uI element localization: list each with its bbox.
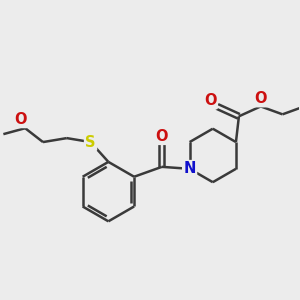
Text: O: O	[254, 91, 267, 106]
Text: S: S	[85, 135, 96, 150]
Text: O: O	[204, 93, 216, 108]
Text: O: O	[14, 112, 26, 127]
Text: O: O	[156, 129, 168, 144]
Text: N: N	[183, 161, 196, 176]
